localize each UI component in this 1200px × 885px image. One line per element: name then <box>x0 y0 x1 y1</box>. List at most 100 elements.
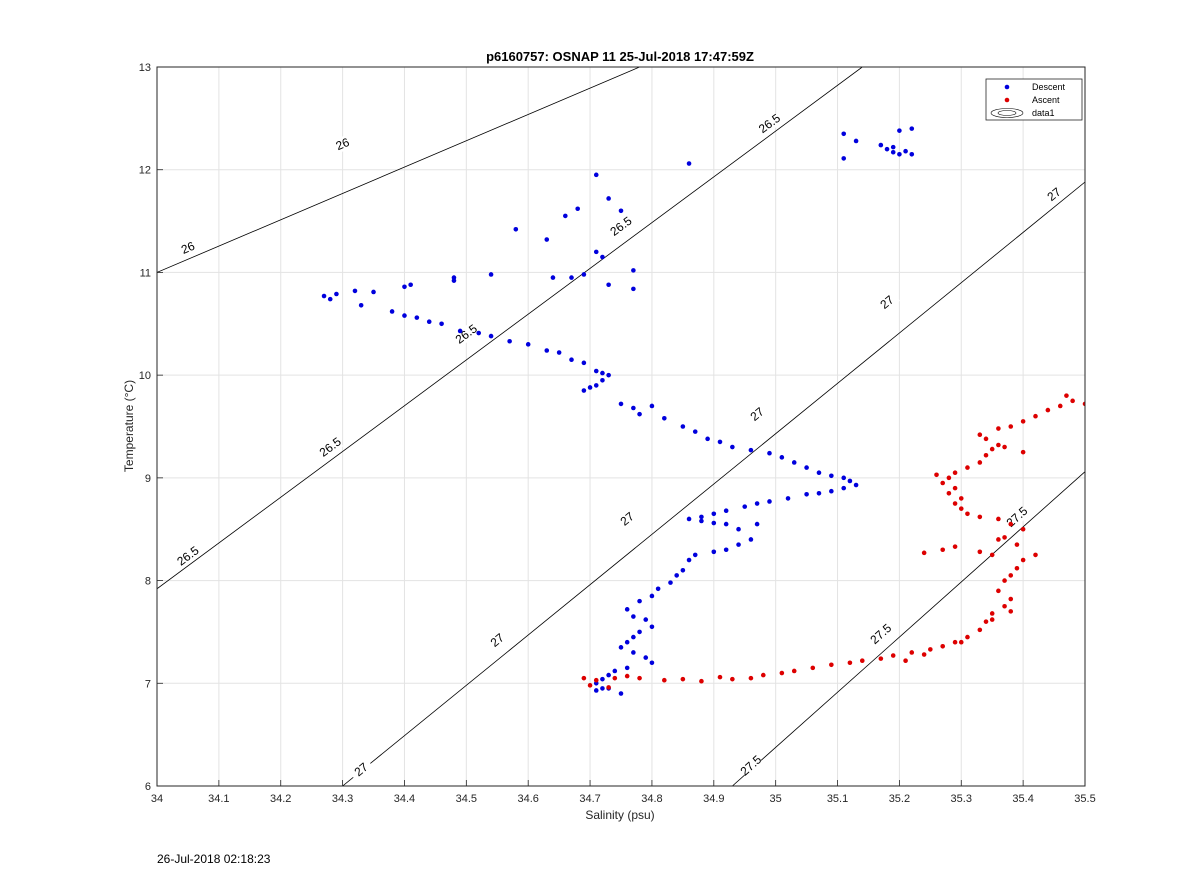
contour-label: 26 <box>179 239 197 257</box>
descent-point <box>897 152 902 157</box>
ascent-point <box>983 436 989 442</box>
descent-point <box>692 552 698 558</box>
ascent-point <box>1002 444 1007 450</box>
ascent-point <box>958 496 964 501</box>
contour-label-bg <box>867 621 894 647</box>
ascent-point <box>1082 401 1085 407</box>
ascent-point <box>587 683 593 688</box>
descent-point <box>804 491 809 497</box>
descent-point <box>371 289 376 295</box>
ascent-point <box>989 552 995 558</box>
ascent-point <box>1033 413 1038 419</box>
ascent-point <box>903 658 908 663</box>
descent-point <box>606 196 611 201</box>
x-tick-label: 34 <box>151 793 163 805</box>
descent-point <box>884 146 890 152</box>
descent-point <box>439 321 444 327</box>
x-tick-label: 35.2 <box>889 793 910 805</box>
descent-point <box>618 401 624 407</box>
descent-point <box>593 688 599 693</box>
contour-line-26-5 <box>157 67 863 590</box>
descent-point <box>649 660 655 666</box>
descent-point <box>426 319 432 325</box>
descent-point <box>587 385 593 390</box>
grid-lines <box>156 66 1086 787</box>
contour-label: 26 <box>334 135 352 153</box>
contour-label-bg <box>607 214 635 239</box>
ascent-point <box>965 634 970 640</box>
descent-point <box>853 482 859 488</box>
ascent-point <box>1014 565 1020 571</box>
ascent-point <box>1008 573 1014 578</box>
ascent-point <box>1002 535 1007 540</box>
descent-point <box>816 490 822 496</box>
y-tick-label: 8 <box>145 576 151 588</box>
data-points <box>321 126 1085 696</box>
descent-point <box>649 624 655 630</box>
descent-point <box>600 377 605 383</box>
y-tick-label: 7 <box>145 678 151 690</box>
ascent-point <box>717 674 723 680</box>
descent-point <box>674 573 679 578</box>
descent-point <box>637 629 642 635</box>
density-contours: 262626.526.526.526.526.527272727272727.5… <box>157 67 1085 786</box>
ascent-point <box>829 662 834 668</box>
ascent-point <box>965 465 970 470</box>
ascent-point <box>996 516 1001 522</box>
descent-point <box>334 291 339 297</box>
descent-point <box>451 278 457 283</box>
contour-label-bg <box>329 133 356 155</box>
y-tick-label: 6 <box>145 781 151 793</box>
descent-point <box>717 439 723 445</box>
x-tick-labels: 34 34.1 34.2 34.3 34.4 34.5 34.6 34.7 34.8 34.9 35… <box>151 793 1096 805</box>
descent-point <box>711 520 717 526</box>
contour-label: 26.5 <box>317 434 344 459</box>
legend-label-data1: data1 <box>1032 108 1055 118</box>
ascent-point <box>1002 578 1007 583</box>
descent-point <box>575 206 580 212</box>
descent-point <box>600 370 605 376</box>
descent-point <box>742 504 748 509</box>
contour-label-bg <box>1041 181 1068 207</box>
ascent-point <box>1020 419 1026 424</box>
contour-label: 26.5 <box>607 213 634 238</box>
descent-point <box>754 521 760 527</box>
y-tick-labels: 6 7 8 9 10 11 12 13 <box>139 62 151 793</box>
ascent-point <box>946 475 952 481</box>
descent-point <box>853 138 859 144</box>
contour-label-bg <box>756 111 783 136</box>
descent-point <box>600 676 605 682</box>
descent-point <box>507 338 512 344</box>
contour-label: 27.5 <box>1004 504 1031 530</box>
descent-point <box>841 475 847 481</box>
descent-point <box>600 254 605 260</box>
ascent-point <box>952 544 958 549</box>
ascent-point <box>1014 542 1020 547</box>
legend-label-descent: Descent <box>1032 82 1066 92</box>
ascent-point <box>928 647 933 652</box>
descent-point <box>606 282 611 288</box>
ascent-point <box>1008 521 1014 527</box>
ascent-point <box>1064 393 1069 398</box>
ascent-point <box>624 673 630 679</box>
ascent-point <box>791 668 797 674</box>
descent-point <box>457 328 463 334</box>
ascent-point <box>946 490 952 496</box>
descent-point <box>593 249 599 255</box>
ascent-point <box>952 485 958 491</box>
descent-point <box>581 272 587 277</box>
y-tick-label: 9 <box>145 473 151 485</box>
descent-point <box>767 499 772 504</box>
descent-point <box>618 691 624 696</box>
ascent-point <box>1020 526 1026 532</box>
x-tick-label: 34.9 <box>703 793 724 805</box>
contour-label-bg <box>317 434 344 460</box>
descent-point <box>847 478 853 484</box>
descent-point <box>723 508 729 514</box>
legend-contour-icon-inner <box>997 110 1017 116</box>
descent-point <box>563 213 568 219</box>
descent-point <box>816 470 822 476</box>
descent-point <box>569 357 574 363</box>
descent-point <box>600 686 605 691</box>
